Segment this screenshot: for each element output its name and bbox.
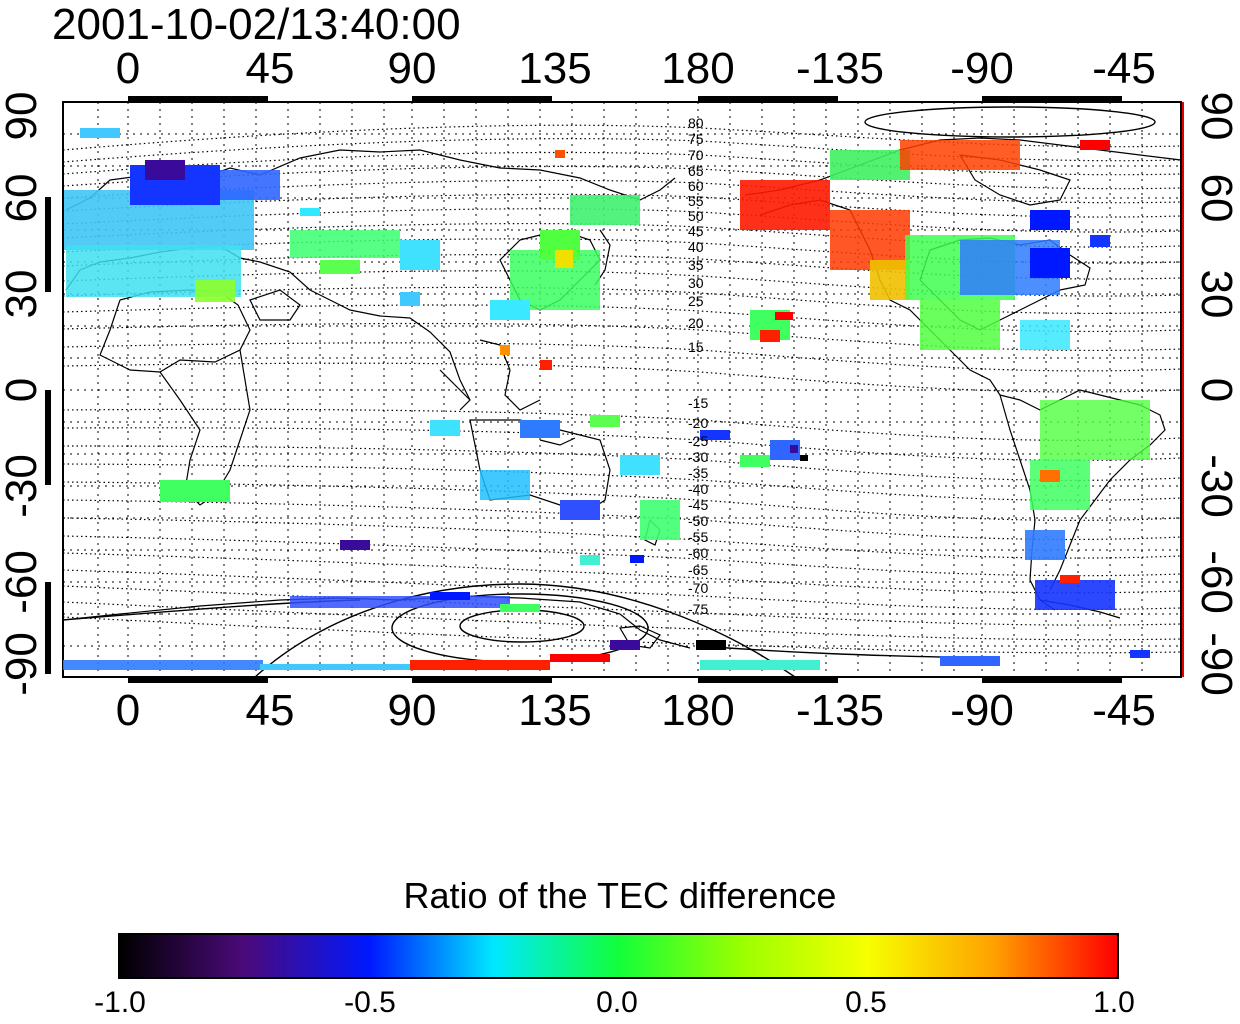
y-tick-label: 0 [0,377,46,403]
x-tick-label: -135 [795,686,885,735]
y-tick-label: 30 [0,269,46,319]
colorbar-tick-label: 0.0 [596,986,638,1019]
tick-bars [45,96,1184,683]
x-tick-label: 180 [661,686,735,735]
y-tick-label: -60 [1192,550,1240,614]
colorbar-tick-label: -0.5 [344,986,396,1019]
mag-lat-label: 50 [688,208,704,224]
mag-lat-label: 70 [688,147,704,163]
mag-lat-label: -75 [688,601,708,617]
colorbar-tick-label: 0.5 [845,986,887,1019]
y-tick-label: -90 [1192,632,1240,696]
x-tick-label: 90 [387,686,437,735]
mag-lat-label: -60 [688,545,708,561]
mag-lat-label: 20 [688,315,704,331]
map-title: 2001-10-02/13:40:00 [52,0,461,49]
mag-lat-label: 40 [688,239,704,255]
y-tick-label: -30 [0,454,46,518]
y-tick-label: -30 [1192,454,1240,518]
y-tick-label: -60 [0,550,46,614]
mag-lat-labels-north: 80 75 70 65 60 55 50 45 40 35 30 25 20 1… [688,115,704,355]
colorbar-tick-label: 1.0 [1093,986,1135,1019]
x-tick-label: 45 [245,686,295,735]
mag-lat-label: -65 [688,562,708,578]
mag-lat-label: 80 [688,115,704,131]
x-tick-label: 135 [518,686,592,735]
x-tick-label: 180 [661,44,735,93]
mag-lat-label: 15 [688,339,704,355]
mag-lat-label: -25 [688,433,708,449]
colorbar [118,933,1119,979]
mag-lat-label: 60 [688,178,704,194]
x-tick-label: 135 [518,44,592,93]
y-tick-label: 60 [1192,173,1240,223]
mag-lat-label: 25 [688,293,704,309]
x-tick-label: 0 [115,686,141,735]
mag-lat-label: 30 [688,275,704,291]
mag-lat-label: -50 [688,513,708,529]
mag-lat-label: -45 [688,497,708,513]
mag-lat-label: -55 [688,529,708,545]
x-tick-label: 0 [115,44,141,93]
x-tick-label: -90 [950,686,1014,735]
mag-lat-label: 35 [688,257,704,273]
x-tick-label: -135 [795,44,885,93]
mag-lat-label: 55 [688,193,704,209]
y-tick-label: 90 [1192,91,1240,141]
y-tick-label: 0 [1192,377,1240,403]
mag-lat-labels-south: -15 -20 -25 -30 -35 -40 -45 -50 -55 -60 … [688,395,708,617]
y-tick-label: 30 [1192,269,1240,319]
mag-lat-label: 45 [688,223,704,239]
mag-lat-label: 65 [688,163,704,179]
x-tick-label: 45 [245,44,295,93]
mag-lat-label: -40 [688,481,708,497]
mag-lat-label: -70 [688,580,708,596]
x-tick-label: -45 [1092,686,1156,735]
tec-map: 80 75 70 65 60 55 50 45 40 35 30 25 20 1… [45,96,1184,683]
colorbar-tick-label: -1.0 [94,986,146,1019]
x-tick-label: -45 [1092,44,1156,93]
mag-lat-label: -35 [688,465,708,481]
mag-lat-label: -15 [688,395,708,411]
y-tick-label: 90 [0,91,46,141]
mag-lat-label: -20 [688,415,708,431]
y-tick-label: 60 [0,173,46,223]
magnetic-latitude-contours [62,124,1182,654]
x-tick-label: -90 [950,44,1014,93]
y-tick-label: -90 [0,632,46,696]
mag-lat-label: 75 [688,131,704,147]
tec-data-patches [63,128,1150,670]
x-tick-label: 90 [387,44,437,93]
mag-lat-label: -30 [688,449,708,465]
colorbar-title: Ratio of the TEC difference [403,875,837,916]
